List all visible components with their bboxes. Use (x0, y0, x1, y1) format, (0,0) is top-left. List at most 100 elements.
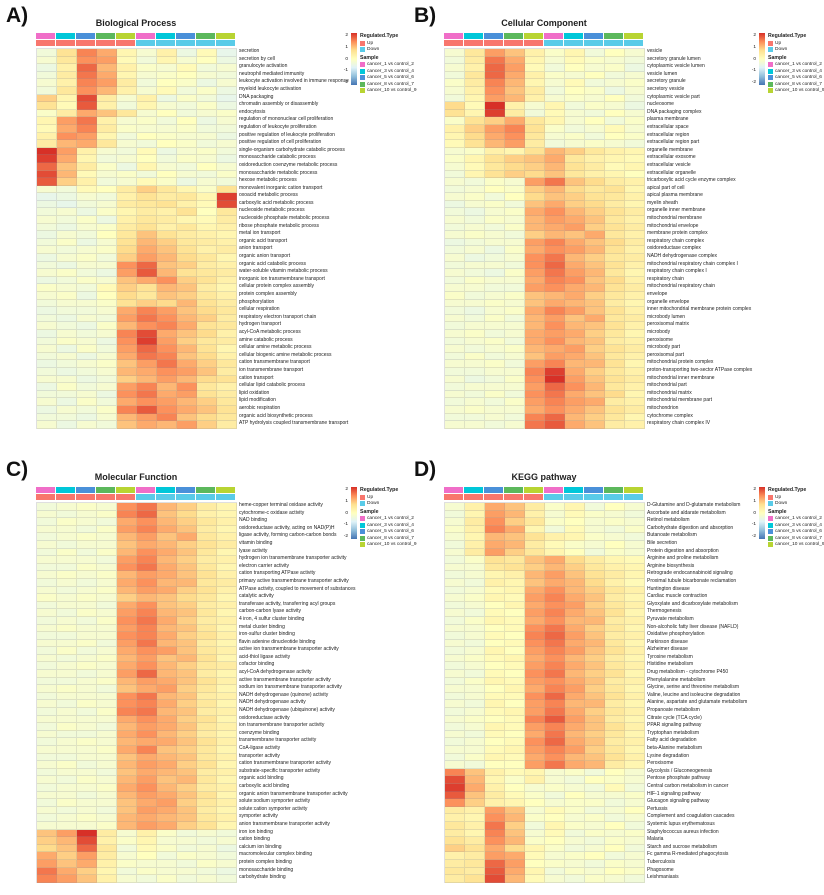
heatmap-cell (505, 563, 525, 572)
heatmap-grid (444, 502, 645, 883)
heatmap-cell (485, 768, 505, 777)
heatmap-cell (485, 715, 505, 724)
heatmap-cell (57, 223, 77, 232)
heatmap-cell (57, 594, 77, 602)
heatmap-cell (605, 102, 625, 110)
heatmap-cell (465, 413, 485, 422)
heatmap-cell (525, 525, 545, 534)
row-label: oxidoreductase activity, acting on NAD(P… (239, 524, 335, 531)
heatmap-cell (217, 548, 237, 557)
heatmap-cell (97, 708, 117, 716)
heatmap-cell (585, 200, 605, 209)
heatmap-cell (625, 254, 645, 262)
heatmap-cell (605, 421, 625, 429)
heatmap-cell (117, 821, 137, 830)
heatmap-cell (97, 185, 117, 194)
row-label: inner mitochondrial membrane protein com… (647, 306, 752, 313)
heatmap-cell (605, 662, 625, 671)
heatmap-cell (57, 730, 77, 739)
heatmap-cell (197, 768, 217, 777)
heatmap-cell (505, 322, 525, 330)
heatmap-cell (37, 124, 57, 133)
heatmap-cell (137, 322, 157, 330)
heatmap-cell (525, 746, 545, 754)
heatmap-cell (465, 307, 485, 315)
heatmap-cell (605, 292, 625, 300)
heatmap-cell (505, 56, 525, 65)
heatmap-cell (177, 269, 197, 277)
heatmap-cell (117, 700, 137, 709)
heatmap-cell (445, 753, 465, 762)
legend-swatch (360, 522, 365, 528)
heatmap-cell (585, 776, 605, 784)
heatmap-cell (37, 578, 57, 587)
heatmap-cell (77, 322, 97, 330)
heatmap-cell (465, 109, 485, 118)
heatmap-cell (545, 738, 565, 746)
regulated-legend-entry: Down (360, 46, 417, 53)
heatmap-cell (157, 746, 177, 754)
heatmap-cell (465, 525, 485, 534)
sample-legend-entry: cancer_3 vs control_4 (360, 522, 417, 528)
heatmap-cell (465, 609, 485, 617)
heatmap-cell (625, 102, 645, 110)
heatmap-cell (545, 421, 565, 429)
heatmap-cell (197, 337, 217, 346)
heatmap-cell (465, 94, 485, 103)
heatmap-cell (37, 238, 57, 247)
heatmap-cell (565, 360, 585, 368)
sample-annotation-cell (56, 33, 76, 39)
heatmap-cell (97, 814, 117, 822)
heatmap-cell (525, 223, 545, 232)
heatmap-cell (465, 421, 485, 429)
heatmap-cell (37, 269, 57, 277)
heatmap-cell (485, 329, 505, 338)
heatmap-cell (545, 405, 565, 414)
heatmap-cell (157, 117, 177, 125)
heatmap-cell (485, 723, 505, 731)
heatmap-cell (605, 117, 625, 125)
regulated-annotation-cell (584, 494, 604, 500)
heatmap-cell (117, 556, 137, 564)
regulated-legend-entry: Down (768, 46, 824, 53)
legend-swatch (360, 68, 365, 74)
heatmap-cell (197, 132, 217, 141)
heatmap-cell (197, 692, 217, 701)
heatmap-cell (177, 109, 197, 118)
heatmap-cell (57, 844, 77, 853)
heatmap-cell (445, 64, 465, 72)
row-label: respiratory chain complex (647, 237, 704, 244)
heatmap-cell (77, 254, 97, 262)
legend-swatch (768, 40, 773, 46)
heatmap-cell (77, 783, 97, 792)
row-label: Tryptophan metabolism (647, 729, 700, 736)
heatmap-cell (177, 246, 197, 255)
heatmap-cell (565, 208, 585, 217)
heatmap-cell (485, 510, 505, 519)
heatmap-cell (625, 261, 645, 270)
heatmap-cell (77, 185, 97, 194)
heatmap-cell (57, 806, 77, 815)
heatmap-cell (157, 723, 177, 731)
heatmap-cell (77, 170, 97, 179)
heatmap-cell (177, 64, 197, 72)
heatmap-cell (585, 829, 605, 838)
regulated-annotation-cell (136, 494, 156, 500)
heatmap-cell (465, 216, 485, 224)
sample-annotation-cell (464, 487, 484, 493)
heatmap-cell (525, 837, 545, 845)
heatmap-cell (177, 147, 197, 156)
heatmap-cell (565, 829, 585, 838)
heatmap-cell (565, 616, 585, 625)
heatmap-cell (565, 571, 585, 579)
heatmap-cell (117, 639, 137, 648)
heatmap-cell (157, 708, 177, 716)
heatmap-cell (197, 208, 217, 217)
legend-entry-label: cancer_3 vs control_4 (775, 68, 822, 74)
heatmap-cell (217, 292, 237, 300)
heatmap-cell (565, 238, 585, 247)
heatmap-cell (37, 140, 57, 148)
heatmap-cell (217, 761, 237, 769)
heatmap-cell (177, 692, 197, 701)
legend-entry-label: cancer_10 vs control_9 (775, 88, 824, 94)
